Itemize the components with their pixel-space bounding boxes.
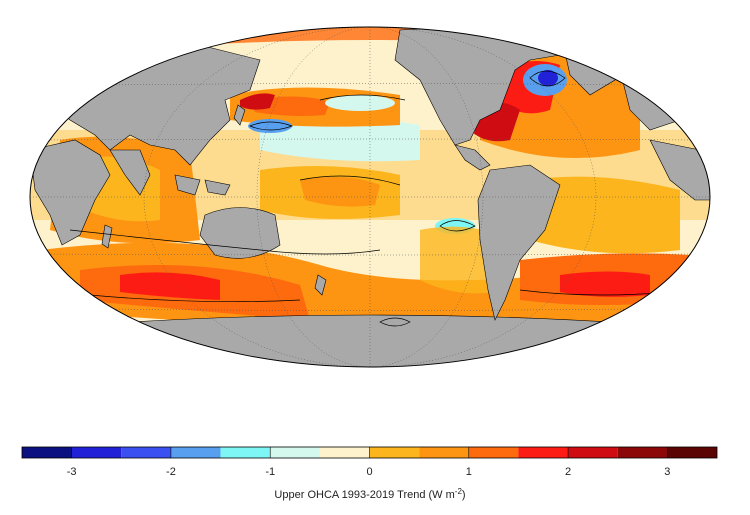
colorbar-tick-label: 1 [466, 466, 472, 478]
ocean-heat-trend-map [29, 26, 711, 368]
colorbar-bin [518, 447, 569, 458]
contours [69, 70, 691, 327]
colorbar-ticks: -3 -2 -1 0 1 2 3 [67, 447, 670, 478]
colorbar-bin [369, 447, 420, 458]
colorbar-bin [121, 447, 171, 458]
colorbar-tick-label: 3 [664, 466, 670, 478]
globe-outline [29, 26, 711, 368]
colorbar-tick-label: 2 [565, 466, 571, 478]
colorbar-bin [667, 447, 717, 458]
colorbar-bin [170, 447, 221, 458]
colorbar-bins [22, 447, 717, 458]
colorbar: -3 -2 -1 0 1 2 3 Upper OHCA 1993-2019 Trend (W… [21, 446, 718, 502]
colorbar-bin [71, 447, 122, 458]
colorbar-tick-label: -3 [67, 466, 77, 478]
colorbar-tick-label: 0 [366, 466, 372, 478]
colorbar-bin [220, 447, 271, 458]
colorbar-bin [22, 447, 72, 458]
colorbar-bin [419, 447, 469, 458]
trend-field [30, 27, 710, 367]
colorbar-bin [468, 447, 519, 458]
colorbar-tick-label: -2 [166, 466, 176, 478]
graticule [30, 27, 710, 367]
colorbar-title: Upper OHCA 1993-2019 Trend (W m-2) [274, 487, 465, 502]
colorbar-bin [617, 447, 668, 458]
colorbar-bin [319, 447, 370, 458]
colorbar-tick-label: -1 [265, 466, 275, 478]
colorbar-bin [568, 447, 618, 458]
colorbar-bin [270, 447, 320, 458]
